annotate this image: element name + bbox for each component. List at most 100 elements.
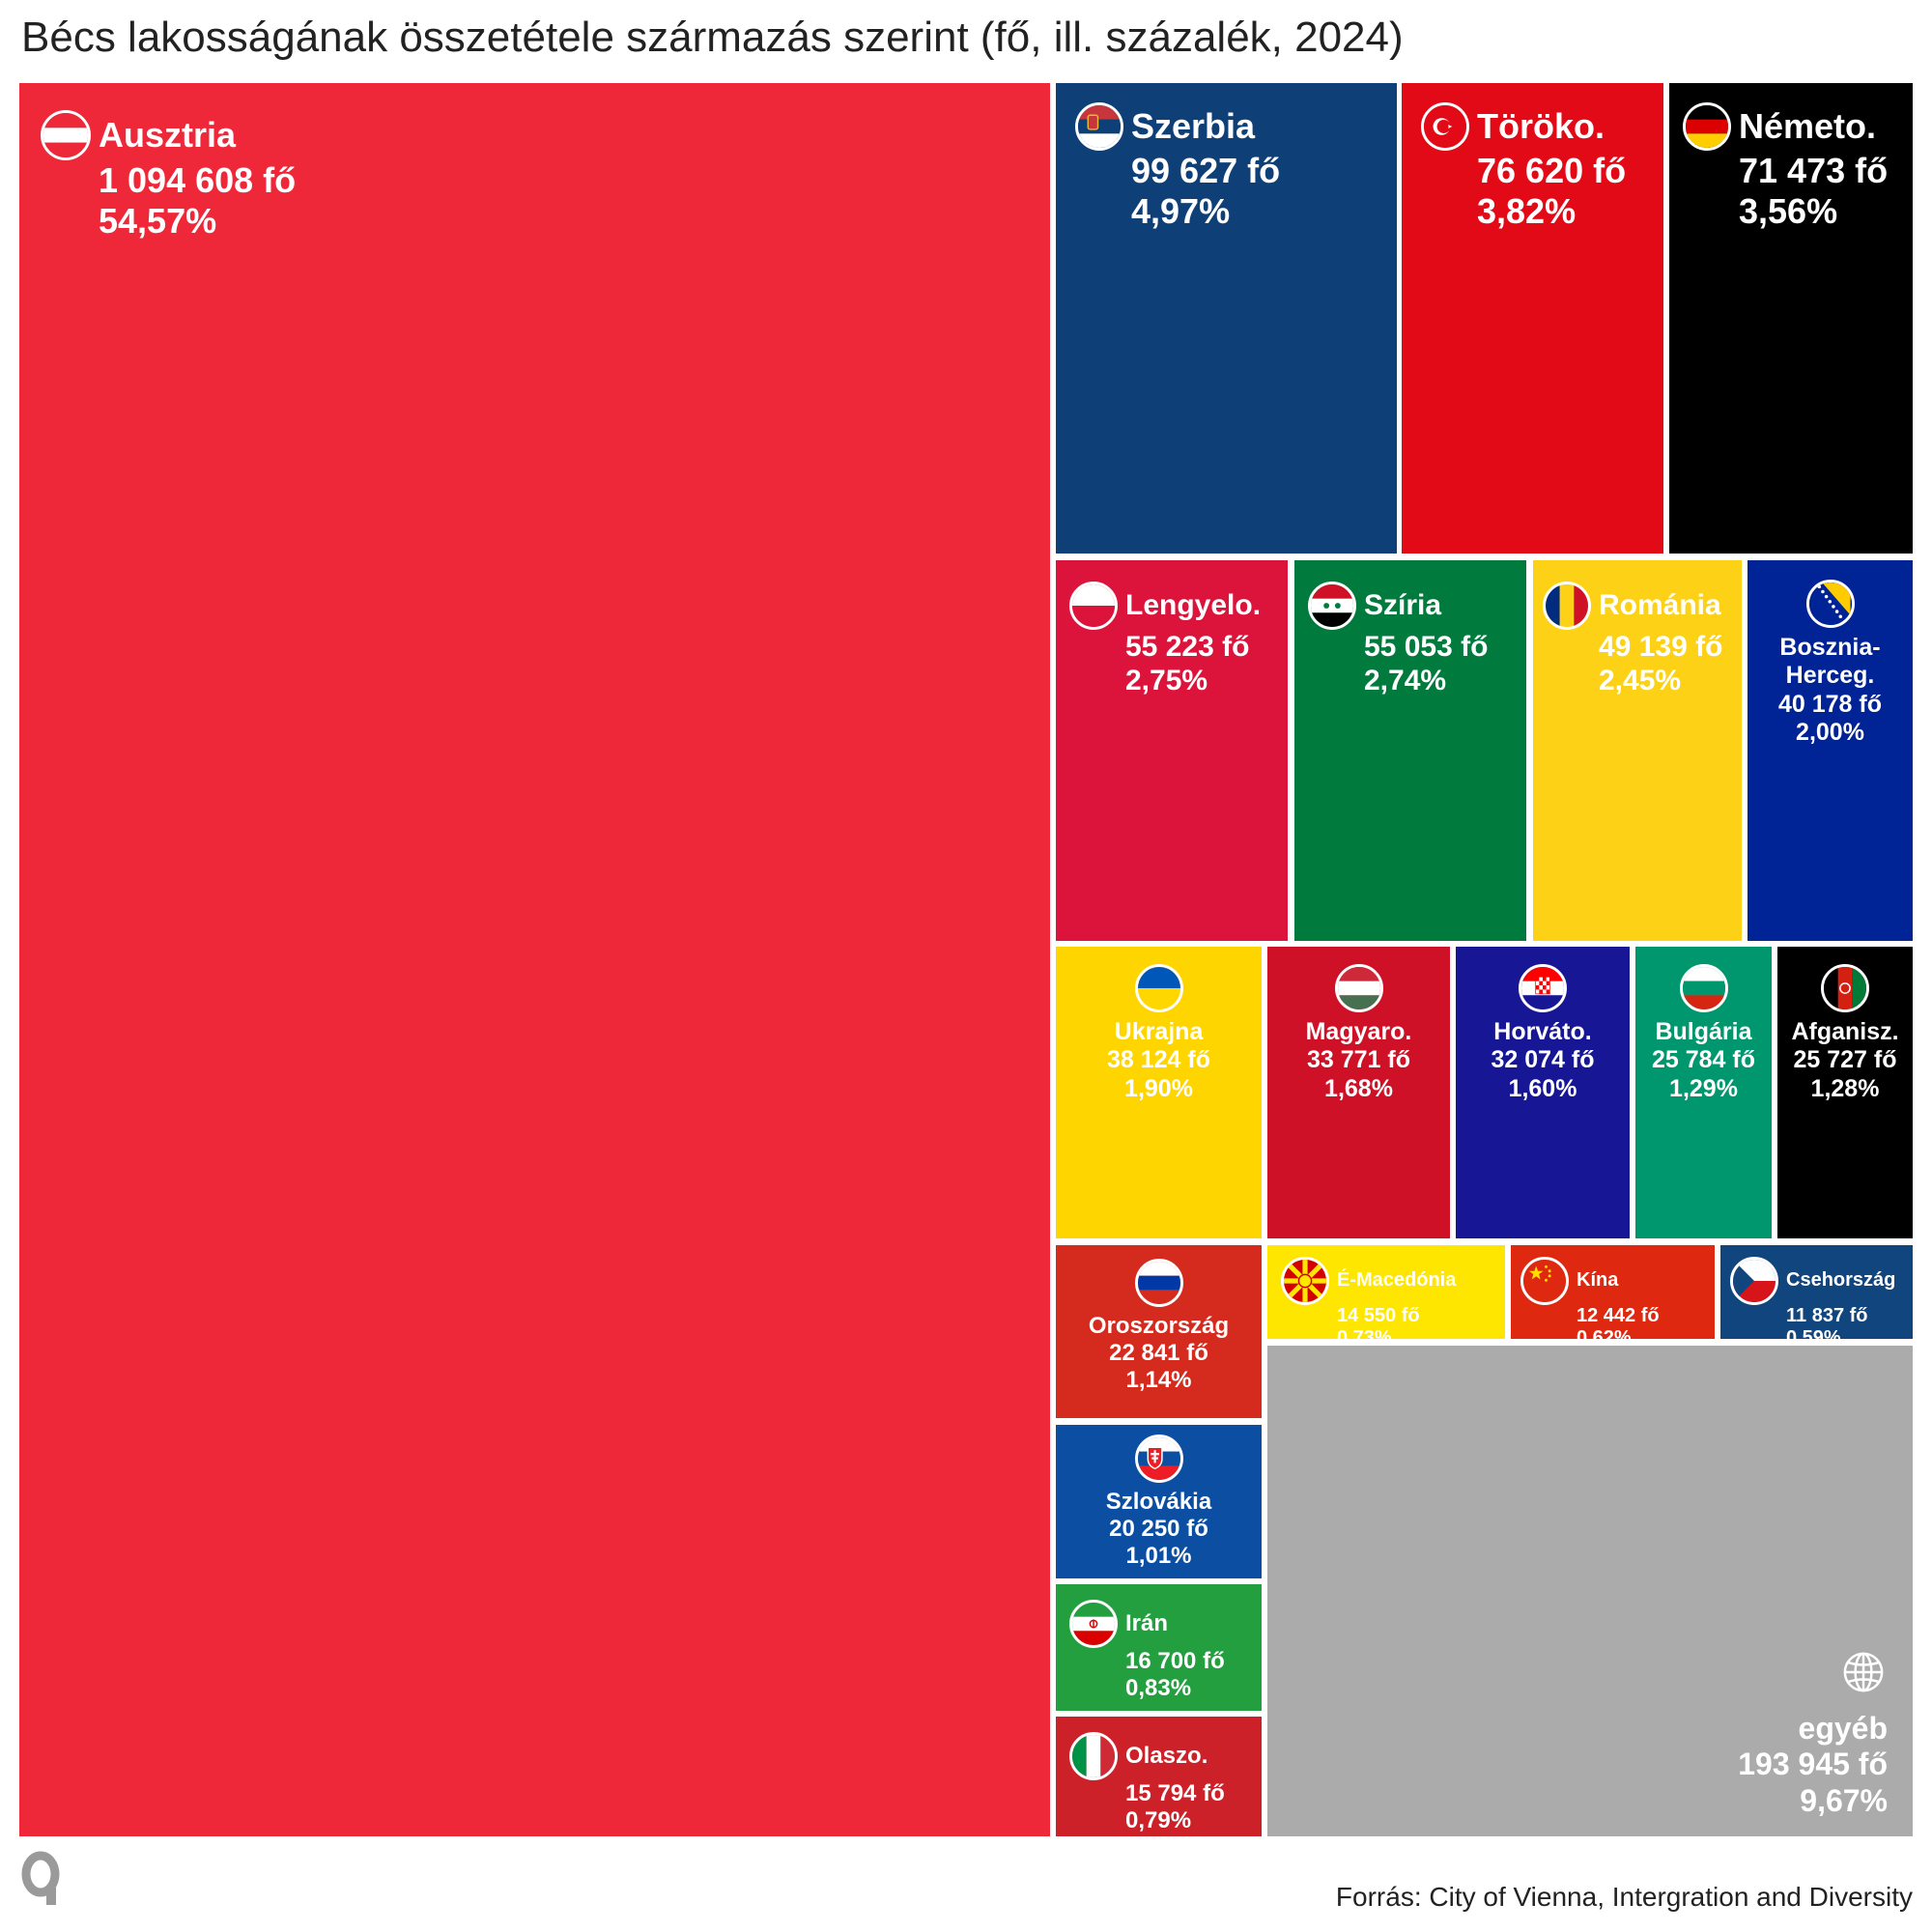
tile-label: Szíria [1364, 589, 1442, 622]
tile-slovakia: Szlovákia 20 250 fő 1,01% [1056, 1425, 1262, 1578]
flag-czechia-icon [1730, 1257, 1778, 1305]
flag-iran-icon [1069, 1600, 1118, 1648]
tile-percent: 0,83% [1125, 1675, 1192, 1702]
tile-percent: 1,28% [1810, 1074, 1880, 1102]
tile-percent: 1,68% [1324, 1074, 1393, 1102]
tile-value: 38 124 fő [1106, 1046, 1210, 1074]
flag-italy-icon [1069, 1732, 1118, 1780]
tile-value: 1 094 608 fő [99, 160, 297, 200]
tile-hungary: Magyaro. 33 771 fő 1,68% [1267, 947, 1450, 1238]
tile-afghanistan: Afganisz. 25 727 fő 1,28% [1777, 947, 1913, 1238]
tile-value: 14 550 fő [1337, 1305, 1420, 1326]
tile-value: 76 620 fő [1477, 151, 1627, 190]
tile-value: 25 784 fő [1651, 1046, 1755, 1074]
tile-value: 55 223 fő [1125, 631, 1250, 663]
tile-percent: 1,29% [1669, 1074, 1738, 1102]
tile-value: 22 841 fő [1109, 1340, 1208, 1367]
tile-label: Németo. [1739, 105, 1877, 146]
tile-value: 71 473 fő [1739, 151, 1889, 190]
tile-percent: 9,67% [1800, 1782, 1888, 1818]
tile-label: É-Macedónia [1337, 1269, 1457, 1292]
tile-label: egyéb [1798, 1710, 1888, 1746]
flag-germany-icon [1683, 102, 1731, 151]
tile-percent: 0,62% [1577, 1327, 1632, 1339]
flag-bulgaria-icon [1679, 964, 1728, 1012]
flag-slovakia-icon [1134, 1435, 1183, 1483]
flag-austria-icon [41, 110, 91, 160]
tile-label: Románia [1599, 589, 1721, 622]
tile-label: Irán [1125, 1609, 1169, 1636]
flag-russia-icon [1134, 1259, 1183, 1307]
tile-label-line2: Herceg. [1785, 662, 1875, 690]
tile-germany: Németo. 71 473 fő 3,56% [1669, 83, 1913, 554]
tile-label: Szerbia [1131, 105, 1256, 146]
tile-russia: Oroszország 22 841 fő 1,14% [1056, 1245, 1262, 1418]
tile-label: Afganisz. [1791, 1018, 1899, 1045]
tile-bosnia: Bosznia- Herceg. 40 178 fő 2,00% [1747, 560, 1913, 941]
tile-value: 11 837 fő [1786, 1305, 1868, 1326]
flag-afghanistan-icon [1821, 964, 1869, 1012]
flag-hungary-icon [1334, 964, 1383, 1012]
tile-percent: 2,74% [1364, 665, 1447, 697]
tile-value: 99 627 fő [1131, 151, 1281, 190]
tile-turkey: Töröko. 76 620 fő 3,82% [1402, 83, 1663, 554]
tile-percent: 0,59% [1786, 1327, 1841, 1339]
tile-percent: 0,79% [1125, 1807, 1192, 1834]
tile-value: 55 053 fő [1364, 631, 1489, 663]
flag-poland-icon [1069, 582, 1118, 630]
tile-percent: 1,60% [1508, 1074, 1577, 1102]
q-logo-icon [21, 1851, 60, 1905]
tile-percent: 2,45% [1599, 665, 1682, 697]
tile-percent: 54,57% [99, 201, 217, 242]
tile-ukraine: Ukrajna 38 124 fő 1,90% [1056, 947, 1262, 1238]
tile-value: 15 794 fő [1125, 1780, 1225, 1806]
tile-romania: Románia 49 139 fő 2,45% [1533, 560, 1742, 941]
source-note: Forrás: City of Vienna, Intergration and… [1335, 1882, 1913, 1912]
globe-icon [1839, 1648, 1888, 1696]
tile-label: Ausztria [99, 114, 237, 155]
tile-label: Bulgária [1655, 1018, 1752, 1045]
tile-percent: 2,00% [1796, 718, 1864, 746]
flag-syria-icon [1308, 582, 1356, 630]
tile-value: 49 139 fő [1599, 631, 1723, 663]
tile-label: Kína [1577, 1269, 1619, 1292]
flag-ukraine-icon [1134, 964, 1183, 1012]
tile-value: 33 771 fő [1306, 1046, 1410, 1074]
flag-bosnia-icon [1805, 580, 1855, 628]
tile-value: 12 442 fő [1577, 1305, 1660, 1326]
tile-percent: 1,01% [1125, 1543, 1192, 1570]
flag-serbia-icon [1075, 102, 1123, 151]
tile-label: Töröko. [1477, 105, 1605, 146]
tile-percent: 3,82% [1477, 191, 1577, 232]
tile-percent: 3,56% [1739, 191, 1838, 232]
tile-iran: Irán 16 700 fő 0,83% [1056, 1584, 1262, 1711]
tile-value: 40 178 fő [1777, 690, 1882, 718]
tile-percent: 2,75% [1125, 665, 1208, 697]
tile-italy: Olaszo. 15 794 fő 0,79% [1056, 1717, 1262, 1836]
flag-croatia-icon [1519, 964, 1567, 1012]
tile-label: Olaszo. [1125, 1742, 1208, 1769]
tile-syria: Szíria 55 053 fő 2,74% [1294, 560, 1526, 941]
chart-title: Bécs lakosságának összetétele származás … [21, 14, 1404, 61]
tile-label: Lengyelo. [1125, 589, 1262, 622]
tile-value: 20 250 fő [1109, 1516, 1208, 1543]
flag-north-macedonia-icon [1281, 1257, 1329, 1305]
tile-label: Oroszország [1088, 1313, 1230, 1339]
tile-percent: 4,97% [1131, 191, 1231, 232]
tile-percent: 1,90% [1124, 1074, 1193, 1102]
tile-label: Csehország [1786, 1269, 1896, 1292]
tile-value: 193 945 fő [1738, 1747, 1888, 1782]
tile-poland: Lengyelo. 55 223 fő 2,75% [1056, 560, 1288, 941]
tile-value: 32 074 fő [1491, 1046, 1595, 1074]
tile-label: Bosznia- [1779, 634, 1881, 661]
tile-label: Magyaro. [1305, 1018, 1412, 1045]
flag-turkey-icon [1421, 102, 1469, 151]
tile-label: Horváto. [1493, 1018, 1592, 1045]
tile-label: Szlovákia [1105, 1489, 1212, 1515]
tile-austria: Ausztria 1 094 608 fő 54,57% [19, 83, 1050, 1836]
tile-bulgaria: Bulgária 25 784 fő 1,29% [1635, 947, 1772, 1238]
tile-percent: 1,14% [1125, 1367, 1192, 1394]
tile-label: Ukrajna [1114, 1018, 1204, 1045]
tile-macedonia: É-Macedónia 14 550 fő 0,73% [1267, 1245, 1505, 1339]
